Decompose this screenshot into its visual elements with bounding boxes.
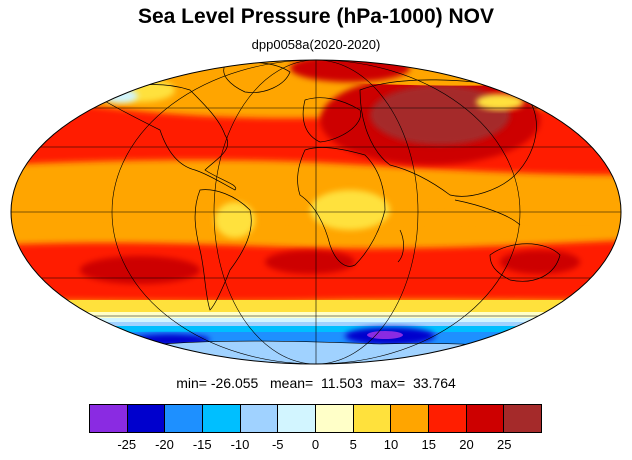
colorbar-tick-label: 20: [459, 437, 474, 452]
min-value: -26.055: [210, 375, 259, 391]
colorbar-swatch: [353, 405, 392, 432]
globe-outline: [10, 59, 622, 365]
min-label: min=: [176, 375, 207, 391]
max-value: 33.764: [412, 375, 456, 391]
siberian-high-core: [370, 85, 510, 145]
colorbar-swatch: [316, 405, 354, 432]
pacific-high: [80, 256, 200, 284]
colorbar-tick-label: 5: [349, 437, 357, 452]
colorbar-swatch: [240, 405, 279, 432]
madagascar: [397, 229, 404, 263]
south-america: [194, 189, 252, 311]
colorbar-tick-label: -25: [117, 437, 137, 452]
colorbar-tick-label: 25: [497, 437, 512, 452]
stats-line: min= -26.055 mean= 11.503 max= 33.764: [0, 375, 632, 391]
amazon-low: [215, 202, 255, 238]
colorbar-swatch: [466, 405, 505, 432]
north-america: [94, 84, 237, 191]
colorbar-swatch: [90, 405, 128, 432]
colorbar-tick-label: 15: [421, 437, 436, 452]
antarctic-low-core: [367, 331, 403, 339]
colorbar-tick-label: -20: [155, 437, 174, 452]
colorbar: [89, 404, 542, 433]
colorbar-swatch: [504, 405, 542, 432]
colorbar-tick-label: -10: [230, 437, 250, 452]
mean-value: 11.503: [320, 375, 363, 391]
atlantic-high: [265, 250, 355, 274]
colorbar-tick-label: -15: [192, 437, 212, 452]
indonesia: [454, 199, 521, 226]
colorbar-tick-label: 0: [311, 437, 320, 452]
north-low: [476, 94, 524, 110]
colorbar-swatch: [429, 405, 467, 432]
europe: [302, 97, 361, 143]
colorbar-tick-label: 10: [383, 437, 399, 452]
arctic-high: [290, 60, 410, 82]
colorbar-swatch: [203, 405, 241, 432]
africa-low: [310, 190, 390, 230]
mean-label: mean=: [270, 375, 314, 391]
colorbar-ticks: -25 -20 -15 -10 -5 0 5 10 15 20 25: [0, 437, 632, 455]
colorbar-tick-label: -5: [271, 437, 284, 452]
pressure-field: [11, 60, 621, 364]
australia: [489, 243, 561, 282]
world-map: [10, 59, 622, 365]
max-label: max=: [370, 375, 406, 391]
graticule: [11, 60, 621, 364]
colorbar-swatch: [127, 405, 166, 432]
colorbar-swatch: [165, 405, 204, 432]
africa: [297, 147, 386, 267]
colorbar-swatch: [391, 405, 430, 432]
plot-subtitle: dpp0058a(2020-2020): [251, 37, 381, 52]
plot-title: Sea Level Pressure (hPa-1000) NOV: [137, 5, 494, 28]
colorbar-swatch: [278, 405, 317, 432]
antarctica: [149, 340, 561, 364]
